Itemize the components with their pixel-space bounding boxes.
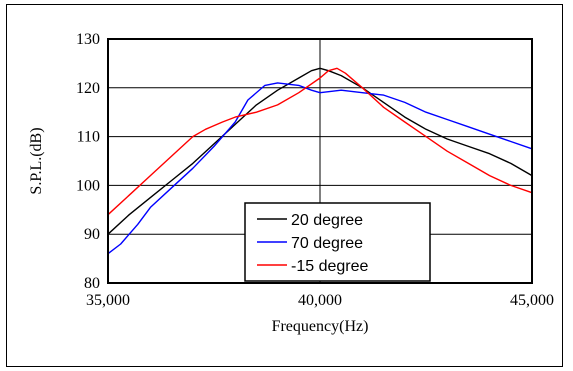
y-tick-label: 120 [76,80,100,97]
y-tick-label: 80 [84,275,100,292]
y-tick-label: 110 [77,129,100,146]
y-tick-label: 130 [76,31,100,48]
y-tick-label: 90 [84,226,100,243]
line-chart: 80 90 100 110 120 130 35,000 40,000 45,000 Freque… [28,31,554,335]
x-tick-label: 40,000 [298,292,342,309]
series-line-0 [107,67,533,235]
y-axis-title: S.P.L.(dB) [28,127,45,194]
series-line-2 [107,67,533,216]
plot-border [107,38,533,284]
legend-label-2: -15 degree [291,258,368,275]
chart-frame: 80 90 100 110 120 130 35,000 40,000 45,000 Freque… [6,4,563,367]
x-tick-label: 35,000 [86,292,130,309]
y-tick-label: 100 [76,177,100,194]
legend-label-0: 20 degree [291,212,363,229]
legend-label-1: 70 degree [291,235,363,252]
x-axis-title: Frequency(Hz) [272,318,369,335]
x-tick-label: 45,000 [510,292,554,309]
